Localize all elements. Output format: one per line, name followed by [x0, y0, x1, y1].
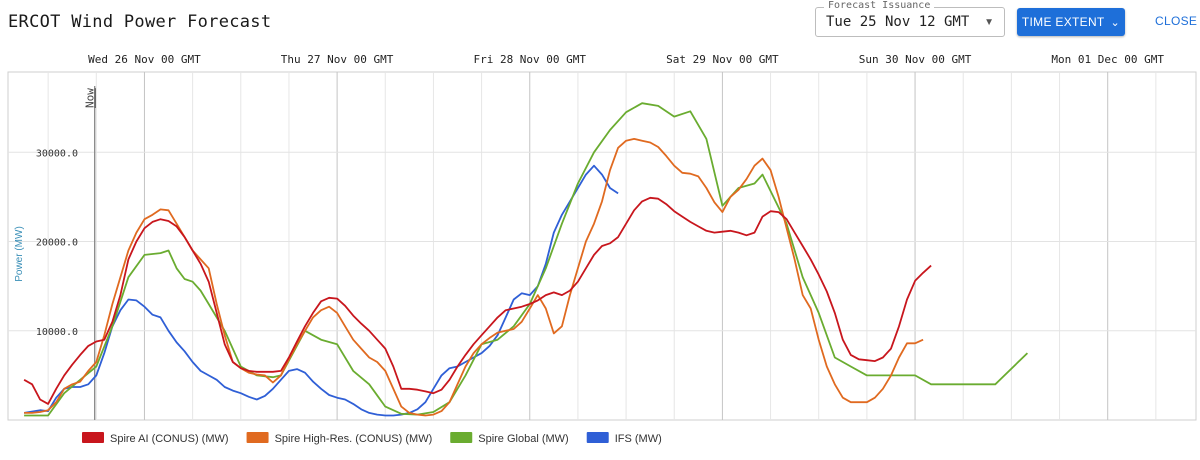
legend-item: Spire High-Res. (CONUS) (MW) [246, 432, 433, 445]
legend-label: Spire Global (MW) [478, 433, 568, 445]
legend-label: Spire High-Res. (CONUS) (MW) [275, 433, 433, 445]
time-extent-label: TIME EXTENT [1021, 15, 1105, 29]
legend-swatch [450, 432, 473, 443]
legend-swatch [246, 432, 269, 443]
legend-label: IFS (MW) [615, 433, 662, 445]
legend-item: IFS (MW) [586, 432, 662, 445]
forecast-issuance-value: Tue 25 Nov 12 GMT [826, 14, 970, 30]
legend-swatch [82, 432, 104, 443]
y-tick-label: 20000.0 [36, 238, 78, 249]
legend-item: Spire Global (MW) [450, 432, 569, 445]
x-tick-label: Sat 29 Nov 00 GMT [666, 53, 779, 66]
series-line [24, 138, 924, 417]
legend-item: Spire AI (CONUS) (MW) [82, 432, 229, 445]
series-line [23, 196, 932, 405]
x-tick-label: Thu 27 Nov 00 GMT [281, 53, 394, 66]
x-tick-label: Wed 26 Nov 00 GMT [88, 53, 201, 66]
forecast-issuance-select[interactable]: Forecast Issuance Tue 25 Nov 12 GMT ▼ [815, 0, 1005, 37]
legend-swatch [586, 432, 609, 443]
chevron-down-icon: ⌄ [1110, 16, 1121, 29]
x-tick-label: Sun 30 Nov 00 GMT [859, 53, 972, 66]
y-axis-label: Power (MW) [14, 226, 25, 282]
now-marker-label: Now [84, 88, 97, 108]
y-tick-label: 10000.0 [36, 327, 78, 338]
close-button[interactable]: CLOSE [1155, 14, 1198, 28]
page-title: ERCOT Wind Power Forecast [8, 12, 272, 32]
dropdown-arrow-icon: ▼ [984, 17, 994, 28]
x-tick-label: Fri 28 Nov 00 GMT [473, 53, 586, 66]
forecast-issuance-label: Forecast Issuance [824, 0, 935, 11]
x-tick-label: Mon 01 Dec 00 GMT [1051, 53, 1164, 66]
time-extent-button[interactable]: TIME EXTENT ⌄ [1017, 8, 1125, 36]
series-line [23, 164, 619, 417]
legend-label: Spire AI (CONUS) (MW) [110, 433, 229, 445]
y-tick-label: 30000.0 [36, 148, 78, 159]
series-line [24, 102, 1029, 417]
